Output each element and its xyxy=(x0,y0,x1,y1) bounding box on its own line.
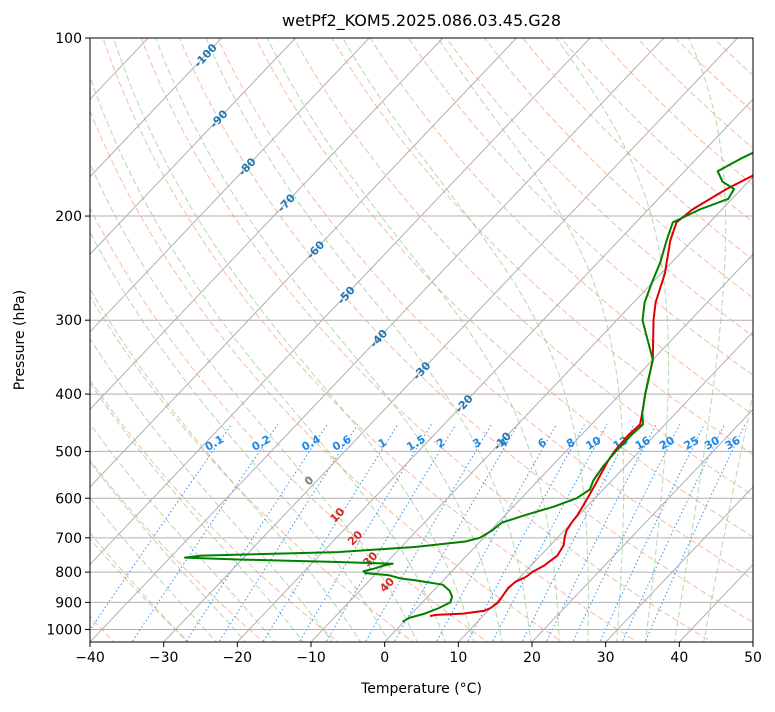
y-tick-label: 700 xyxy=(55,531,82,547)
x-tick-label: −10 xyxy=(296,650,326,666)
x-axis-label: Temperature (°C) xyxy=(360,681,482,697)
x-tick-label: 40 xyxy=(670,650,688,666)
chart-title: wetPf2_KOM5.2025.086.03.45.G28 xyxy=(282,11,561,31)
x-tick-label: −20 xyxy=(223,650,253,666)
x-tick-label: −30 xyxy=(149,650,179,666)
y-tick-label: 600 xyxy=(55,491,82,507)
y-tick-label: 800 xyxy=(55,565,82,581)
x-tick-label: 30 xyxy=(597,650,615,666)
x-tick-label: 10 xyxy=(449,650,467,666)
x-tick-label: 20 xyxy=(523,650,541,666)
x-tick-label: 0 xyxy=(380,650,389,666)
y-tick-label: 100 xyxy=(55,31,82,47)
x-tick-label: 50 xyxy=(744,650,762,666)
y-tick-label: 300 xyxy=(55,313,82,329)
y-tick-label: 400 xyxy=(55,387,82,403)
y-tick-label: 900 xyxy=(55,595,82,611)
y-tick-label: 200 xyxy=(55,209,82,225)
y-tick-label: 1000 xyxy=(46,622,82,638)
x-tick-label: −40 xyxy=(75,650,105,666)
y-tick-label: 500 xyxy=(55,444,82,460)
y-axis-label: Pressure (hPa) xyxy=(12,290,28,390)
